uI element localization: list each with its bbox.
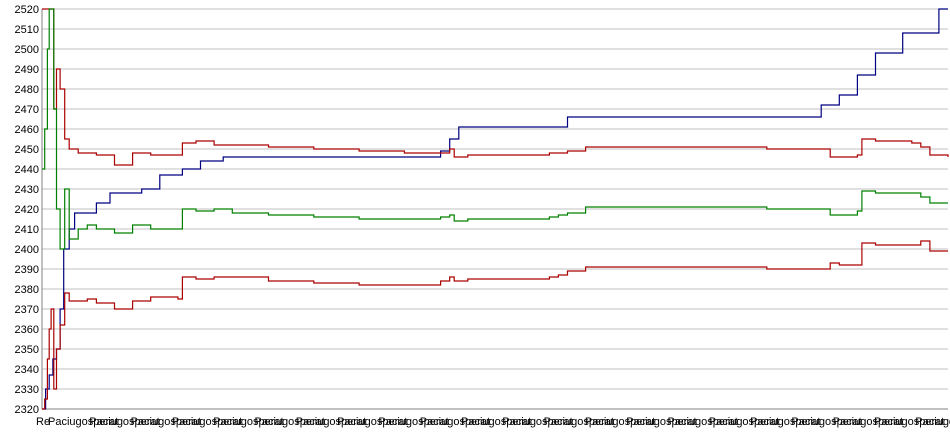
series-line-2 [42, 8, 949, 166]
x-tick-label: Paciugosperat [626, 416, 696, 428]
x-tick-label: Paciugosperat [544, 416, 614, 428]
y-tick-label: 2390 [15, 264, 39, 276]
y-tick-label: 2400 [15, 244, 39, 256]
x-axis: RePaciugosperatPaciugosperatPaciugospera… [36, 408, 950, 428]
series-line-3 [42, 8, 948, 250]
x-tick-label: Paciugosperat [420, 416, 490, 428]
y-tick-label: 2340 [15, 364, 39, 376]
y-tick-label: 2350 [15, 344, 39, 356]
x-tick-label: Paciugosperat [48, 416, 118, 428]
y-tick-label: 2470 [15, 104, 39, 116]
x-tick-label: Paciugosperat [213, 416, 283, 428]
x-tick-label: Paciugosperat [709, 416, 779, 428]
y-tick-label: 2410 [15, 224, 39, 236]
x-tick-label: Paciugosperat [585, 416, 655, 428]
x-tick-label: Re [36, 416, 50, 428]
y-tick-label: 2320 [15, 404, 39, 416]
series-line-4 [42, 240, 948, 410]
y-tick-label: 2440 [15, 164, 39, 176]
series-lines [42, 8, 949, 410]
x-tick-label: Paciugosperat [131, 416, 201, 428]
x-tick-label: Paciugosperat [296, 416, 366, 428]
y-axis: 2320 2330 2340 2350 2360 2370 2380 2390 2400 2410… [15, 4, 43, 416]
y-tick-label: 2520 [15, 4, 39, 16]
x-tick-label: Paciugosperat [833, 416, 903, 428]
y-tick-label: 2380 [15, 284, 39, 296]
y-tick-label: 2510 [15, 24, 39, 36]
x-tick-label: Paciugosperat [874, 416, 944, 428]
y-tick-label: 2450 [15, 144, 39, 156]
y-tick-label: 2500 [15, 44, 39, 56]
series-line-1 [42, 8, 948, 410]
x-tick-label: Paciugosperat [378, 416, 448, 428]
y-tick-label: 2460 [15, 124, 39, 136]
y-tick-label: 2430 [15, 184, 39, 196]
x-tick-label: Paciugosperat [791, 416, 861, 428]
x-tick-label: Paciugosperat [255, 416, 325, 428]
x-tick-label: Paciugosperat [750, 416, 820, 428]
x-tick-label: Paciugosperat [89, 416, 159, 428]
x-tick-label: Paciugosperat [502, 416, 572, 428]
x-tick-label: Paciugo [915, 416, 950, 428]
y-tick-label: 2370 [15, 304, 39, 316]
y-tick-label: 2480 [15, 84, 39, 96]
x-tick-label: Paciugosperat [172, 416, 242, 428]
x-tick-label: Paciugosperat [461, 416, 531, 428]
y-tick-label: 2360 [15, 324, 39, 336]
y-tick-label: 2490 [15, 64, 39, 76]
y-tick-label: 2420 [15, 204, 39, 216]
y-tick-label: 2330 [15, 384, 39, 396]
x-tick-label: Paciugosperat [337, 416, 407, 428]
x-tick-label: Paciugosperat [668, 416, 738, 428]
